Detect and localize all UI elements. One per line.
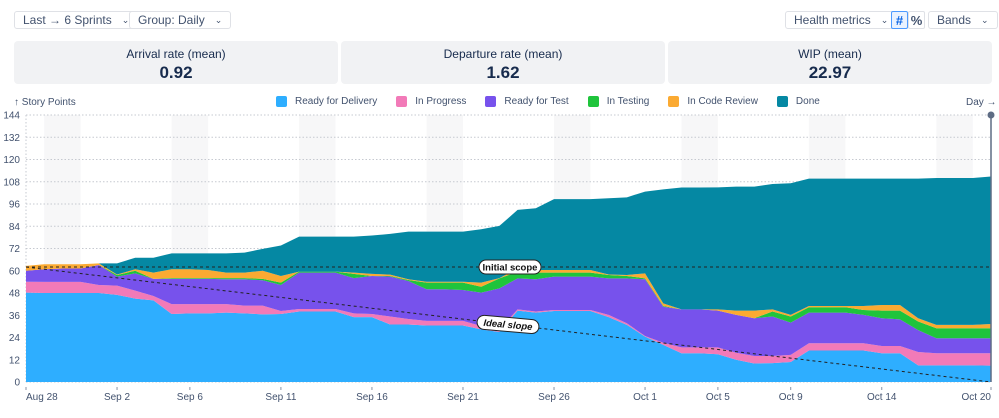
count-toggle[interactable]: # [891,11,908,29]
percent-icon: % [910,12,923,28]
hash-icon: # [895,12,904,28]
metric-title: Arrival rate (mean) [126,47,226,61]
bands-dropdown[interactable]: Bands ⌄ [928,11,998,29]
metric-value: 22.97 [808,63,852,82]
current-day-marker [987,111,995,119]
metric-title: WIP (mean) [798,47,862,61]
area-in-testing [26,265,991,339]
legend-label: In Progress [415,96,467,107]
y-tick-label: 72 [9,244,21,255]
metric-card-wip: WIP (mean) 22.97 [668,41,992,84]
health-metrics-label: Health metrics [794,13,871,27]
legend-swatch [396,96,408,107]
x-tick-label: Oct 5 [706,392,730,403]
x-tick-label: Sep 21 [447,392,479,403]
legend-label: In Code Review [687,96,758,107]
chevron-down-icon: ⌄ [880,14,889,25]
x-tick-label: Sep 26 [538,392,570,403]
y-tick-label: 144 [3,111,20,122]
group-label: Group: Daily [138,13,205,27]
x-tick-label: Oct 9 [779,392,803,403]
bands-label: Bands [937,13,972,27]
legend-label: In Testing [606,96,650,107]
y-tick-label: 60 [9,266,21,277]
annotation-label: Ideal slope [483,318,534,333]
y-tick-label: 108 [3,177,20,188]
y-axis-label: ↑ Story Points [14,97,76,108]
y-tick-label: 132 [3,133,20,144]
area-done [26,176,991,325]
x-tick-label: Oct 20 [962,392,992,403]
area-ready-for-test [26,265,991,357]
x-tick-label: Sep 2 [104,392,131,403]
y-tick-label: 12 [9,355,21,366]
area-in-progress [26,281,991,366]
y-tick-label: 36 [9,311,21,322]
legend-item[interactable]: Ready for Delivery [276,96,377,107]
metric-card-departure: Departure rate (mean) 1.62 [341,41,665,84]
initial-scope-annotation: Initial scope [478,259,542,275]
group-dropdown[interactable]: Group: Daily ⌄ [129,11,232,29]
x-tick-label: Oct 14 [867,392,897,403]
metric-value: 1.62 [486,63,520,82]
metric-value: 0.92 [159,63,193,82]
area-ready-for-delivery [26,292,991,382]
legend-swatch [276,96,287,107]
ideal-slope-annotation: Ideal slope [476,314,540,335]
annotation-pill [478,259,542,275]
area-in-code-review [26,263,991,329]
y-tick-label: 0 [14,378,20,389]
legend-label: Done [795,96,820,107]
legend-label: Ready for Test [504,96,569,107]
x-tick-label: Sep 6 [177,392,204,403]
metric-card-arrival: Arrival rate (mean) 0.92 [14,41,338,84]
x-tick-label: Oct 1 [633,392,657,403]
metric-title: Departure rate (mean) [443,47,563,61]
legend-swatch [485,96,497,107]
y-tick-label: 84 [9,222,21,233]
legend-label: Ready for Delivery [295,96,378,107]
legend-item[interactable]: In Code Review [668,96,758,107]
legend-item[interactable]: Done [776,96,820,107]
legend-item[interactable]: Ready for Test [485,96,569,107]
annotation-pill [476,314,540,335]
chevron-down-icon: ⌄ [981,14,989,25]
legend-swatch [776,96,788,107]
annotation-label: Initial scope [483,263,538,274]
y-tick-label: 96 [9,200,21,211]
y-tick-label: 24 [9,333,21,344]
health-metrics-dropdown[interactable]: Health metrics ⌄ [785,11,898,29]
y-tick-label: 120 [3,155,20,166]
legend: Ready for Delivery In Progress Ready for T… [276,96,839,107]
x-tick-label: Aug 28 [26,392,58,403]
sprint-range-dropdown[interactable]: Last → 6 Sprints ⌄ [14,11,139,29]
x-tick-label: Sep 11 [265,392,296,403]
legend-swatch [587,96,599,107]
sprint-range-label: Last → 6 Sprints [23,13,112,27]
x-tick-label: Sep 16 [356,392,388,403]
legend-swatch [668,96,680,107]
x-axis-label: Day → [966,97,997,108]
percent-toggle[interactable]: % [908,11,925,29]
y-tick-label: 48 [9,289,21,300]
chevron-down-icon: ⌄ [214,14,223,25]
chevron-down-icon: ⌄ [121,14,130,25]
legend-item[interactable]: In Testing [587,96,650,107]
legend-item[interactable]: In Progress [396,96,466,107]
